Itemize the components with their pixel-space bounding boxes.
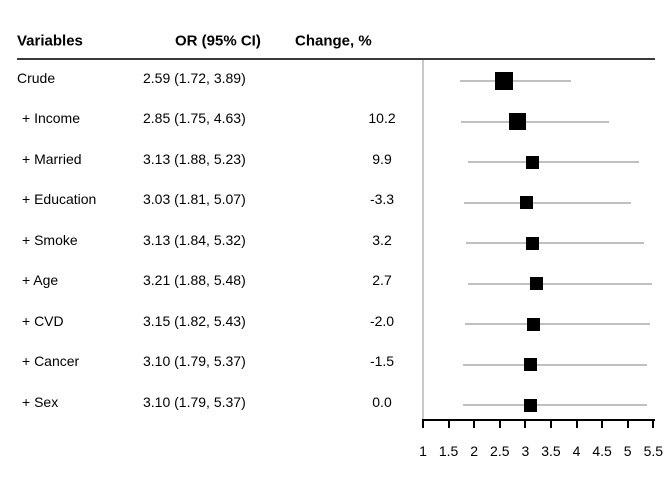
ci-whisker (461, 120, 609, 123)
column-header-or-ci: OR (95% CI) (175, 32, 261, 50)
ci-whisker (464, 323, 650, 325)
row-change-value: 2.7 (372, 272, 392, 288)
row-or-ci-value: 3.21 (1.88, 5.48) (143, 272, 246, 288)
row-label: + Cancer (22, 353, 80, 369)
x-axis-tick (473, 420, 476, 428)
x-axis-tick-label: 4.5 (592, 443, 612, 459)
row-change-value: -2.0 (369, 312, 395, 329)
row-change-value: 10.2 (368, 110, 396, 126)
x-axis-tick-label: 4 (572, 443, 581, 459)
row-or-ci-value: 3.10 (1.79, 5.37) (143, 353, 246, 369)
row-or-ci-value: 3.13 (1.84, 5.32) (143, 231, 246, 248)
x-axis-tick (498, 420, 501, 428)
ci-whisker (463, 404, 647, 406)
row-change-value: -3.3 (369, 191, 395, 207)
row-change-value: -1.5 (369, 353, 395, 369)
or-point-marker (495, 72, 514, 90)
or-point-marker (525, 155, 539, 169)
row-or-ci-value: 2.85 (1.75, 4.63) (143, 110, 246, 126)
x-axis-tick-label: 2 (470, 443, 479, 459)
ci-whisker (463, 363, 647, 366)
row-label: + CVD (22, 312, 64, 329)
x-axis-tick-label: 3 (521, 443, 530, 459)
row-label: + Age (22, 272, 59, 288)
row-or-ci-value: 3.15 (1.82, 5.43) (143, 312, 246, 329)
x-axis-tick (652, 420, 655, 428)
row-or-ci-value: 3.13 (1.88, 5.23) (143, 150, 246, 167)
row-change-value: 0.0 (372, 393, 392, 410)
row-label: + Smoke (22, 231, 78, 248)
column-header-change: Change, % (295, 32, 372, 50)
ci-whisker (468, 161, 640, 163)
x-axis-tick-label: 1.5 (438, 443, 459, 459)
row-label: + Education (22, 191, 97, 207)
or-point-marker (525, 236, 539, 250)
row-label: Crude (17, 69, 56, 86)
x-axis-tick-label: 1 (419, 443, 427, 459)
row-or-ci-value: 3.03 (1.81, 5.07) (143, 191, 246, 207)
ci-whisker (465, 242, 645, 244)
x-axis-tick-label: 3.5 (541, 443, 561, 459)
row-change-value: 9.9 (372, 150, 392, 167)
x-axis-tick (626, 420, 629, 428)
x-axis-tick (549, 420, 552, 428)
row-label: + Sex (22, 393, 59, 410)
or-point-marker (520, 196, 534, 209)
ci-whisker (468, 282, 653, 285)
x-axis-tick-label: 2.5 (490, 443, 510, 459)
x-axis-tick-label: 5 (623, 443, 632, 459)
row-label: + Married (22, 150, 82, 167)
x-axis-tick (422, 420, 424, 428)
ci-whisker (459, 80, 571, 82)
or-point-marker (529, 277, 543, 290)
header-divider (17, 58, 655, 60)
or-point-marker (509, 113, 527, 130)
ci-whisker (464, 201, 632, 204)
row-change-value: 3.2 (372, 231, 392, 248)
x-axis-tick (524, 420, 527, 428)
x-axis-tick (575, 420, 578, 428)
x-axis-tick (447, 420, 450, 428)
row-or-ci-value: 2.59 (1.72, 3.89) (143, 69, 246, 86)
x-axis-line (422, 419, 655, 421)
x-axis-tick (601, 420, 604, 428)
or-point-marker (523, 398, 537, 412)
reference-line (422, 60, 424, 420)
column-header-variables: Variables (17, 32, 83, 50)
or-point-marker (526, 317, 540, 331)
row-or-ci-value: 3.10 (1.79, 5.37) (143, 393, 246, 410)
row-label: + Income (22, 110, 80, 126)
x-axis-tick-label: 5.5 (643, 443, 664, 459)
or-point-marker (523, 358, 537, 371)
